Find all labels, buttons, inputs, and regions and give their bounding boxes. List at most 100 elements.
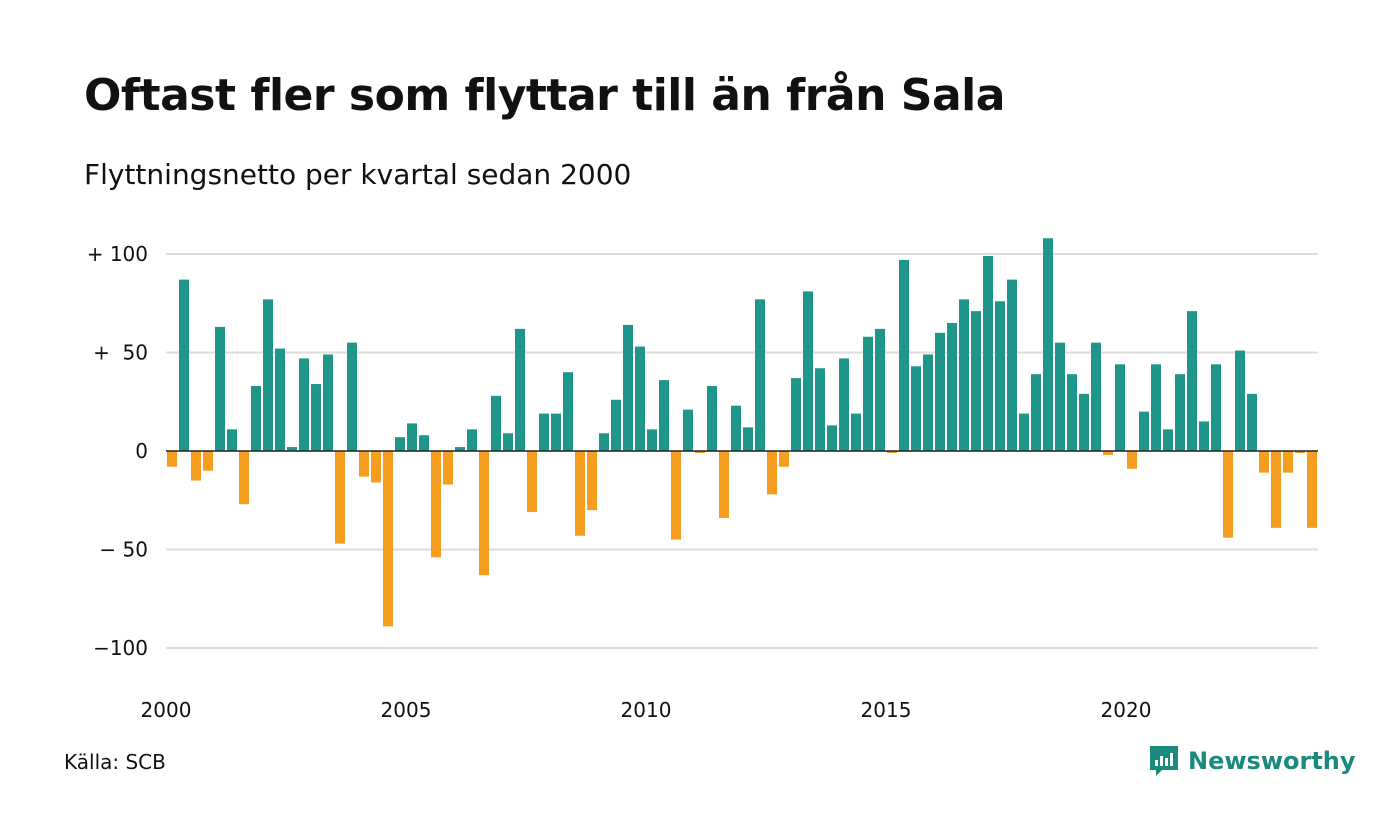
bar-positive	[1139, 411, 1149, 451]
bar-negative	[527, 451, 537, 513]
bar-positive	[791, 378, 801, 451]
bar-positive	[503, 433, 513, 451]
bar-positive	[911, 366, 921, 451]
bar-negative	[479, 451, 489, 576]
x-tick-label: 2015	[861, 698, 912, 722]
bar-negative	[167, 451, 177, 467]
bar-positive	[1007, 279, 1017, 451]
bar-positive	[1163, 429, 1173, 451]
bar-positive	[827, 425, 837, 451]
bar-positive	[743, 427, 753, 451]
x-tick-label: 2005	[381, 698, 432, 722]
bar-positive	[1043, 238, 1053, 451]
bar-positive	[215, 326, 225, 451]
bar-negative	[191, 451, 201, 481]
bar-positive	[491, 395, 501, 451]
bar-negative	[371, 451, 381, 483]
bar-positive	[1055, 342, 1065, 451]
grid-lines	[166, 253, 1318, 649]
bar-positive	[1031, 374, 1041, 451]
bar-positive	[755, 299, 765, 451]
bar-positive	[1115, 364, 1125, 451]
y-tick-label: + 100	[87, 242, 148, 266]
bar-positive	[611, 399, 621, 451]
bar-positive	[599, 433, 609, 451]
newsworthy-logo-icon	[1150, 746, 1178, 776]
bar-positive	[1235, 350, 1245, 451]
bar-negative	[1307, 451, 1317, 528]
bar-positive	[347, 342, 357, 451]
bar-negative	[719, 451, 729, 518]
bar-positive	[419, 435, 429, 451]
axis-labels: + 100 + 50 0 − 50 −100 2000 2005 2010 2015 2020	[87, 242, 1152, 722]
bar-positive	[815, 368, 825, 451]
bar-positive	[1211, 364, 1221, 451]
bar-negative	[1271, 451, 1281, 528]
bar-positive	[251, 385, 261, 451]
bar-positive	[1247, 393, 1257, 451]
bar-positive	[839, 358, 849, 451]
bar-positive	[227, 429, 237, 451]
bar-positive	[659, 380, 669, 451]
bar-negative	[203, 451, 213, 471]
bar-negative	[671, 451, 681, 540]
bar-positive	[1151, 364, 1161, 451]
bar-positive	[407, 423, 417, 451]
bar-positive	[875, 328, 885, 451]
bar-negative	[587, 451, 597, 511]
bar-negative	[443, 451, 453, 485]
brand-logo: Newsworthy	[1148, 744, 1356, 778]
bar-positive	[263, 299, 273, 451]
chart-title: Oftast fler som flyttar till än från Sal…	[84, 70, 1005, 121]
bar-positive	[287, 447, 297, 451]
bar-negative	[239, 451, 249, 505]
bar-negative	[1223, 451, 1233, 538]
bar-negative	[335, 451, 345, 544]
bar-chart: + 100 + 50 0 − 50 −100 2000 2005 2010 2015 2020	[87, 238, 1318, 722]
bar-positive	[803, 291, 813, 451]
y-tick-label: − 50	[99, 538, 148, 562]
bar-positive	[299, 358, 309, 451]
bars	[166, 238, 1318, 627]
bar-positive	[947, 322, 957, 451]
x-tick-label: 2010	[621, 698, 672, 722]
brand-name: Newsworthy	[1188, 747, 1356, 775]
bar-positive	[1187, 311, 1197, 451]
bar-positive	[1019, 413, 1029, 451]
bar-negative	[1103, 451, 1113, 455]
y-tick-label: 0	[135, 439, 148, 463]
bar-positive	[683, 409, 693, 451]
bar-positive	[515, 328, 525, 451]
bar-positive	[539, 413, 549, 451]
bar-positive	[863, 336, 873, 451]
bar-positive	[923, 354, 933, 451]
bar-negative	[359, 451, 369, 477]
bar-positive	[731, 405, 741, 451]
bar-positive	[851, 413, 861, 451]
y-tick-label: + 50	[93, 341, 148, 365]
x-tick-label: 2000	[141, 698, 192, 722]
bar-negative	[887, 451, 897, 453]
bar-negative	[431, 451, 441, 558]
bar-positive	[635, 346, 645, 451]
bar-positive	[275, 348, 285, 451]
chart-subtitle: Flyttningsnetto per kvartal sedan 2000	[84, 158, 632, 191]
bar-positive	[995, 301, 1005, 451]
bar-negative	[1127, 451, 1137, 469]
bar-positive	[311, 384, 321, 451]
bar-positive	[1175, 374, 1185, 451]
bar-positive	[899, 259, 909, 451]
bar-positive	[323, 354, 333, 451]
bar-negative	[383, 451, 393, 627]
bar-positive	[1091, 342, 1101, 451]
bar-negative	[779, 451, 789, 467]
bar-negative	[767, 451, 777, 495]
bar-negative	[1295, 451, 1305, 453]
bar-positive	[395, 437, 405, 451]
bar-positive	[1199, 421, 1209, 451]
y-tick-label: −100	[93, 636, 148, 660]
bar-positive	[455, 447, 465, 451]
bar-positive	[467, 429, 477, 451]
bar-positive	[1067, 374, 1077, 451]
bar-negative	[1283, 451, 1293, 473]
